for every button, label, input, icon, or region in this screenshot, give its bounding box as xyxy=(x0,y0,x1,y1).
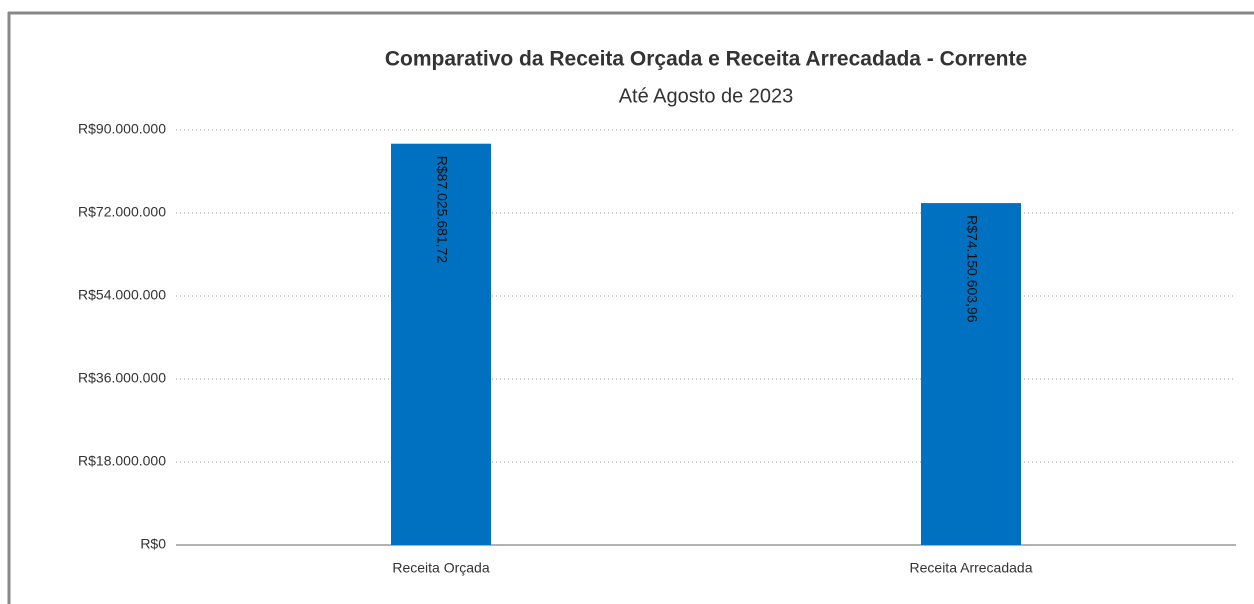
y-tick-label: R$0 xyxy=(140,536,166,552)
y-tick-label: R$72.000.000 xyxy=(78,204,166,220)
y-tick-label: R$36.000.000 xyxy=(78,370,166,386)
y-tick-label: R$90.000.000 xyxy=(78,121,166,137)
x-tick-label: Receita Arrecadada xyxy=(910,560,1033,576)
chart-subtitle: Até Agosto de 2023 xyxy=(619,85,794,107)
bar xyxy=(921,203,1021,546)
bar xyxy=(391,143,491,545)
value-label: R$74.150.603,96 xyxy=(964,215,980,323)
chart-title: Comparativo da Receita Orçada e Receita … xyxy=(385,48,1027,71)
y-tick-label: R$54.000.000 xyxy=(78,287,166,303)
y-tick-label: R$18.000.000 xyxy=(78,453,166,469)
x-tick-label: Receita Orçada xyxy=(392,560,489,576)
value-label: R$87.025.681,72 xyxy=(434,156,450,264)
